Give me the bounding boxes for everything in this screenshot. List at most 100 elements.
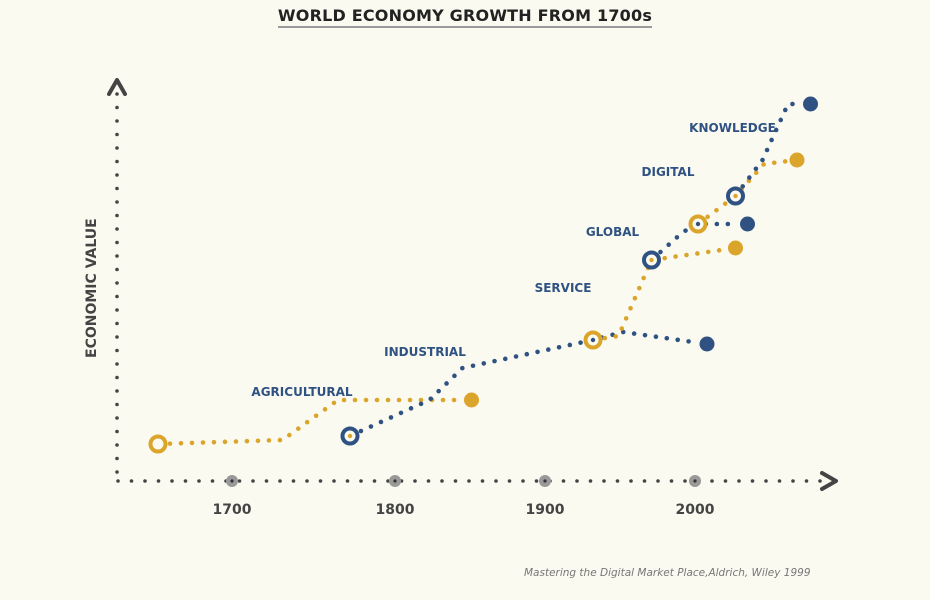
series-dot [714, 221, 720, 227]
x-axis-dot [588, 479, 593, 483]
series-dot [695, 251, 700, 256]
series-dot [440, 397, 446, 403]
x-axis-dot [251, 479, 255, 483]
series-dot [418, 401, 424, 407]
y-axis-dot [115, 92, 119, 96]
series-dot [771, 160, 777, 166]
x-axis-dot [764, 479, 768, 483]
x-tick-label: 1700 [213, 502, 252, 518]
x-axis-dot [170, 479, 174, 483]
series-dot [418, 397, 424, 403]
series-dot [436, 388, 441, 394]
stage-label-knowledge: KNOWLEDGE [689, 121, 776, 135]
x-axis-dot [345, 479, 350, 483]
series-dot [266, 438, 272, 443]
series-dot [167, 441, 173, 446]
x-axis-dot [318, 479, 323, 483]
series-dot [674, 235, 680, 240]
end-marker [699, 336, 715, 352]
series-dot [764, 147, 770, 153]
labels-layer: AGRICULTURAL INDUSTRIAL SERVICE GLOBAL DIGIT… [251, 121, 775, 399]
series-dot [331, 400, 337, 406]
series-dot [244, 438, 250, 444]
series-dot [385, 397, 391, 403]
x-axis-dot [683, 479, 687, 483]
series-dot [567, 342, 573, 348]
x-axis-dot [426, 479, 431, 483]
series-dot [304, 419, 310, 425]
series-dot [578, 340, 583, 345]
x-axis-dot [507, 479, 512, 483]
y-axis-dot [115, 105, 119, 110]
start-marker-center [347, 433, 353, 439]
y-axis-dot [115, 429, 119, 434]
series-dot [398, 410, 404, 416]
y-axis-dot [115, 132, 119, 137]
x-axis-dot [305, 479, 309, 483]
x-tick-marker-center [693, 479, 697, 483]
x-axis-dot [453, 479, 458, 483]
series-dot [613, 334, 619, 339]
series-dot [556, 344, 562, 350]
x-axis-dot [669, 479, 674, 483]
y-axis-dot [115, 375, 119, 380]
stage-label-industrial: INDUSTRIAL [384, 345, 466, 359]
series-dot [313, 413, 319, 419]
end-marker [803, 96, 818, 112]
series-dot [642, 332, 648, 338]
series-dot [662, 255, 667, 261]
series-dot [451, 397, 457, 403]
x-axis-dot [791, 479, 795, 483]
x-axis-dot [656, 479, 660, 483]
series-agricultural [148, 392, 479, 454]
series-dot [790, 101, 795, 107]
y-axis-dot [115, 200, 119, 204]
series-dot [769, 137, 774, 143]
chart-title-text: WORLD ECONOMY GROWTH FROM 1700s [277, 6, 653, 28]
series-dot [396, 397, 402, 403]
series-dot [623, 316, 629, 321]
series-dot [287, 432, 292, 438]
start-marker-center [590, 337, 596, 343]
start-marker-center [695, 221, 701, 227]
x-axis-dot [386, 479, 390, 483]
x-axis-dot [602, 479, 606, 483]
series-dot [740, 184, 745, 189]
y-axis-dot [115, 159, 119, 164]
x-axis-dot [480, 479, 485, 483]
y-axis-dot [115, 146, 119, 150]
x-axis-dot [777, 479, 782, 483]
series-dot [341, 397, 347, 403]
series-dot [524, 351, 530, 357]
series-dot [664, 335, 670, 341]
y-axis-dot [115, 267, 119, 272]
series-dot [502, 356, 508, 362]
series-dot [352, 397, 358, 403]
series-dot [513, 354, 519, 359]
y-axis-dot [115, 294, 119, 299]
x-axis-dot [467, 479, 471, 483]
x-axis-arrow [820, 471, 838, 491]
series-dot [189, 440, 195, 446]
x-axis-dot [561, 479, 566, 483]
series-dot [444, 381, 449, 386]
series-dot [211, 439, 217, 445]
series-dot [255, 438, 261, 444]
series-dot [746, 178, 752, 184]
x-tick-label: 1800 [376, 502, 415, 518]
x-axis-dot [116, 479, 120, 483]
x-tick-marker-center [393, 479, 397, 483]
x-axis-dot [359, 479, 363, 483]
y-axis-dot [115, 254, 119, 258]
series-layer [148, 96, 818, 454]
y-axis-dot [115, 281, 119, 285]
y-axis-dot [115, 348, 119, 353]
series-dot [782, 159, 788, 164]
x-axis-dot [710, 479, 714, 483]
x-axis-dot [413, 479, 417, 483]
y-axis-dot [115, 416, 119, 420]
y-axis-dot [115, 321, 119, 326]
x-axis-dot [575, 479, 579, 483]
series-dot [481, 361, 487, 366]
x-axis-dot [372, 479, 377, 483]
